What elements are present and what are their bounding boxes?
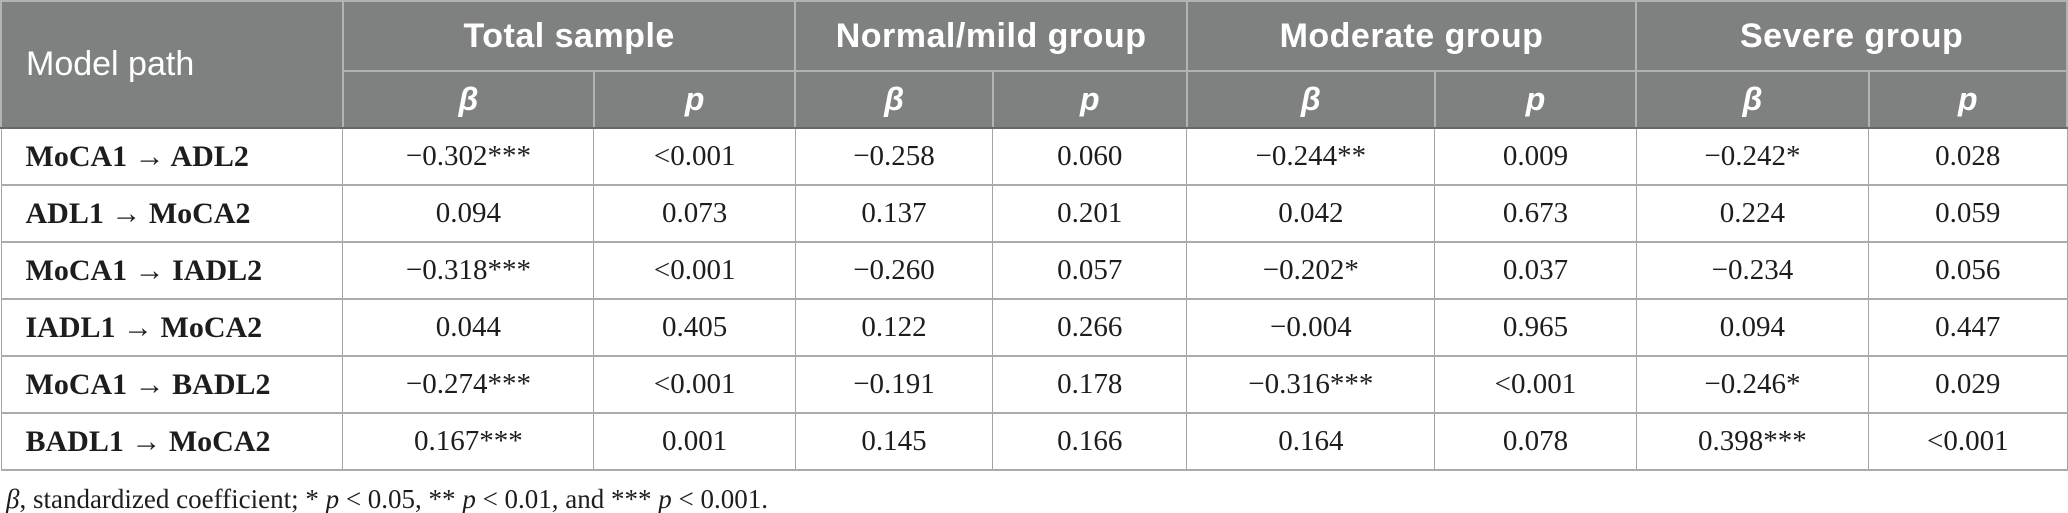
value-cell: −0.242* xyxy=(1635,127,1870,186)
results-table: Model path Total sample Normal/mild grou… xyxy=(0,0,2068,471)
value-cell: 0.044 xyxy=(342,298,595,357)
value-cell: −0.318*** xyxy=(342,241,595,300)
model-path-cell: MoCA1 → IADL2 xyxy=(0,241,344,300)
p-column-header: p xyxy=(991,70,1188,129)
value-cell: 0.029 xyxy=(1868,355,2068,414)
value-cell: 0.037 xyxy=(1434,241,1637,300)
value-cell: 0.164 xyxy=(1186,412,1436,471)
table-row: MoCA1 → IADL2 −0.318*** <0.001 −0.260 0.057−… xyxy=(0,241,2068,300)
value-cell: <0.001 xyxy=(1434,355,1637,414)
value-cell: 0.447 xyxy=(1868,298,2068,357)
value-cell: 0.059 xyxy=(1868,184,2068,243)
group-header-row: Model path Total sample Normal/mild grou… xyxy=(0,0,2068,129)
model-path-cell: BADL1 → MoCA2 xyxy=(0,412,344,471)
value-cell: 0.073 xyxy=(593,184,796,243)
footnote-symbol: p xyxy=(462,484,476,513)
value-cell: 0.009 xyxy=(1434,127,1637,186)
footnote-text: < 0.01, and *** xyxy=(475,484,659,513)
footnote-symbol: p xyxy=(325,484,340,513)
value-cell: 0.405 xyxy=(593,298,796,357)
value-cell: −0.191 xyxy=(794,355,994,414)
p-column-header: p xyxy=(1867,70,2068,129)
value-cell: −0.260 xyxy=(794,241,994,300)
beta-column-header: β xyxy=(341,70,595,129)
model-path-cell: MoCA1 → BADL2 xyxy=(0,355,344,414)
value-cell: 0.042 xyxy=(1186,184,1436,243)
model-path-header: Model path xyxy=(0,0,344,129)
value-cell: 0.094 xyxy=(342,184,595,243)
footnote-text: , standardized coefficient; * xyxy=(19,484,326,513)
value-cell: −0.004 xyxy=(1186,298,1436,357)
beta-column-header: β xyxy=(794,70,994,129)
value-cell: 0.056 xyxy=(1868,241,2068,300)
table-row: BADL1 → MoCA2 0.167*** 0.001 0.145 0.166 0.16… xyxy=(0,412,2068,471)
value-cell: 0.224 xyxy=(1635,184,1870,243)
sub-header-row: β p β p β p β p xyxy=(1,70,2068,129)
table-row: ADL1 → MoCA2 0.094 0.073 0.137 0.201 0.042 0.6… xyxy=(0,184,2068,243)
table-body: MoCA1 → ADL2 −0.302*** <0.001 −0.258 0.060 −0… xyxy=(0,127,2068,471)
value-cell: 0.137 xyxy=(794,184,994,243)
value-cell: −0.244** xyxy=(1186,127,1436,186)
value-cell: 0.122 xyxy=(794,298,994,357)
group-header-moderate: Moderate group xyxy=(1185,0,1638,72)
model-path-cell: ADL1 → MoCA2 xyxy=(0,184,344,243)
table-row: MoCA1 → ADL2 −0.302*** <0.001 −0.258 0.060 −0… xyxy=(0,127,2068,186)
value-cell: 0.145 xyxy=(794,412,994,471)
value-cell: <0.001 xyxy=(593,355,796,414)
footnote-text: < 0.001. xyxy=(671,484,769,513)
beta-column-header: β xyxy=(1185,70,1436,129)
value-cell: −0.316*** xyxy=(1186,355,1436,414)
value-cell: <0.001 xyxy=(593,241,796,300)
value-cell: 0.166 xyxy=(992,412,1188,471)
value-cell: 0.094 xyxy=(1635,298,1870,357)
value-cell: −0.246* xyxy=(1635,355,1870,414)
value-cell: 0.398*** xyxy=(1635,412,1870,471)
p-column-header: p xyxy=(1433,70,1638,129)
value-cell: 0.178 xyxy=(992,355,1188,414)
value-cell: −0.202* xyxy=(1186,241,1436,300)
value-cell: −0.258 xyxy=(794,127,994,186)
group-header-normal-mild: Normal/mild group xyxy=(794,0,1188,72)
footnote-text: < 0.05, ** xyxy=(339,484,463,513)
table-footnote: β, standardized coefficient; * p < 0.05,… xyxy=(0,471,2068,513)
value-cell: 0.057 xyxy=(992,241,1188,300)
model-path-cell: MoCA1 → ADL2 xyxy=(0,127,344,186)
value-cell: 0.201 xyxy=(992,184,1188,243)
table-header: Model path Total sample Normal/mild grou… xyxy=(0,0,2068,129)
footnote-symbol: p xyxy=(658,484,672,513)
p-column-header: p xyxy=(592,70,797,129)
group-header-severe: Severe group xyxy=(1635,0,2068,72)
value-cell: 0.673 xyxy=(1434,184,1637,243)
value-cell: 0.078 xyxy=(1434,412,1637,471)
value-cell: <0.001 xyxy=(1868,412,2068,471)
value-cell: −0.302*** xyxy=(342,127,595,186)
beta-column-header: β xyxy=(1635,70,1870,129)
model-path-cell: IADL1 → MoCA2 xyxy=(0,298,344,357)
value-cell: 0.060 xyxy=(992,127,1188,186)
table-row: IADL1 → MoCA2 0.044 0.405 0.122 0.266 −0.004 0… xyxy=(0,298,2068,357)
value-cell: 0.167*** xyxy=(342,412,595,471)
footnote-symbol: β xyxy=(6,484,20,513)
value-cell: −0.274*** xyxy=(342,355,595,414)
value-cell: <0.001 xyxy=(593,127,796,186)
value-cell: 0.965 xyxy=(1434,298,1637,357)
value-cell: 0.266 xyxy=(992,298,1188,357)
value-cell: 0.001 xyxy=(593,412,796,471)
value-cell: 0.028 xyxy=(1868,127,2068,186)
group-header-total-sample: Total sample xyxy=(341,0,797,72)
table-row: MoCA1 → BADL2 −0.274*** <0.001 −0.191 0.178−… xyxy=(0,355,2068,414)
value-cell: −0.234 xyxy=(1635,241,1870,300)
